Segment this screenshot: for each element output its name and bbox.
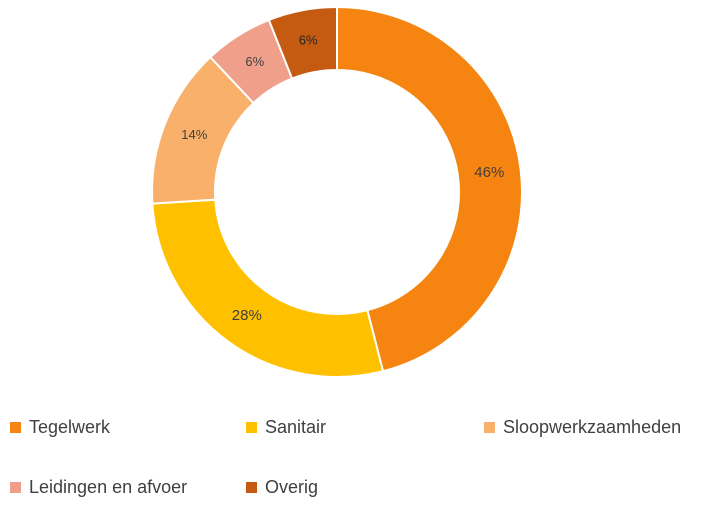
legend-label-sanitair: Sanitair [265, 417, 327, 437]
legend-label-leidingen-en-afvoer: Leidingen en afvoer [29, 477, 188, 497]
legend-swatch-overig [246, 481, 257, 493]
data-label-sloopwerkzaamheden: 14% [181, 127, 207, 142]
legend-swatch-sloopwerkzaamheden [484, 421, 495, 433]
legend-swatch-tegelwerk [10, 421, 21, 433]
chart-legend: Tegelwerk Sanitair Sloopwerkzaamheden Le… [0, 405, 705, 501]
legend-swatch-sanitair [246, 421, 257, 433]
legend-item-sanitair: Sanitair [246, 407, 326, 447]
data-label-tegelwerk: 46% [474, 164, 504, 181]
legend-item-leidingen-en-afvoer: Leidingen en afvoer [10, 467, 187, 507]
donut-slice-tegelwerk [336, 5, 523, 373]
legend-label-overig: Overig [265, 477, 319, 497]
data-label-overig: 6% [299, 33, 318, 48]
legend-item-tegelwerk: Tegelwerk [10, 407, 110, 447]
legend-label-tegelwerk: Tegelwerk [29, 417, 111, 437]
donut-slice-sanitair [151, 198, 385, 378]
legend-swatch-leidingen-en-afvoer [10, 481, 21, 493]
legend-item-sloopwerkzaamheden: Sloopwerkzaamheden [484, 407, 681, 447]
donut-slice-overig [267, 5, 338, 80]
legend-item-overig: Overig [246, 467, 318, 507]
data-label-leidingen-en-afvoer: 6% [245, 54, 264, 69]
donut-chart-svg: 46% 28% 14% 6% 6% [151, 5, 523, 378]
data-label-sanitair: 28% [232, 307, 262, 324]
legend-label-sloopwerkzaamheden: Sloopwerkzaamheden [503, 417, 682, 437]
